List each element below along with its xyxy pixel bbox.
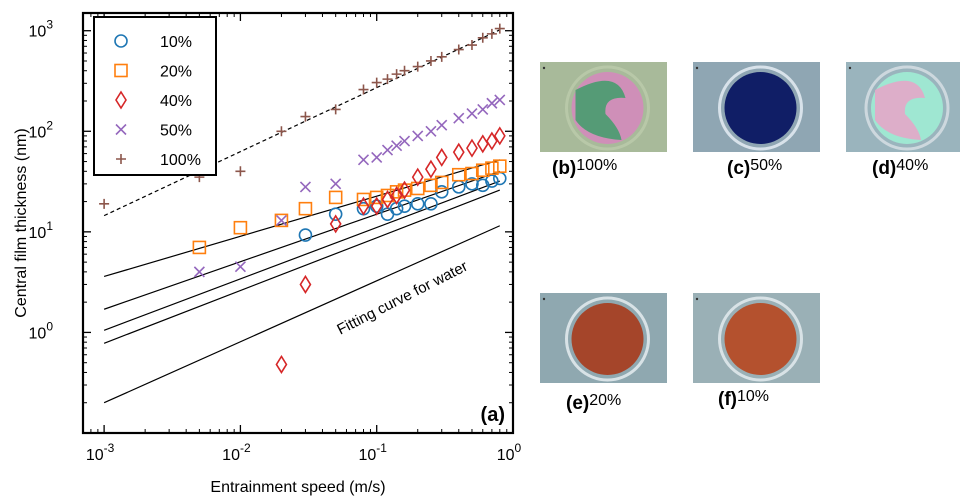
- image-panel-e: [540, 293, 667, 388]
- y-tick-label-2: 102: [29, 118, 54, 141]
- caption-d-letter: (d): [872, 158, 896, 179]
- panel-label: (a): [481, 404, 505, 426]
- legend-label-0: 10%: [160, 34, 192, 51]
- contact-disc: [725, 303, 797, 375]
- image-panel-b: [540, 62, 667, 157]
- data-point: [437, 120, 447, 130]
- legend-label-3: 50%: [160, 123, 192, 140]
- fit-line-4: [104, 190, 500, 343]
- data-point: [330, 208, 342, 220]
- data-point: [478, 33, 488, 43]
- y-tick-label-1: 101: [29, 219, 54, 242]
- data-point: [495, 24, 505, 34]
- data-point: [413, 62, 423, 72]
- data-point: [454, 45, 464, 55]
- interference-image-d: [846, 62, 960, 152]
- data-point: [234, 222, 246, 234]
- legend-label-4: 100%: [160, 152, 201, 169]
- data-point: [413, 131, 423, 141]
- image-panel-d: [846, 62, 960, 157]
- image-panel-f: [693, 293, 820, 388]
- caption-f-label: 10%: [737, 388, 769, 405]
- caption-c-letter: (c): [727, 158, 750, 179]
- data-point: [467, 140, 477, 156]
- x-tick-label-3: 100: [497, 441, 522, 464]
- caption-f-letter: (f): [718, 389, 737, 410]
- corner-mark: [849, 67, 851, 69]
- data-point: [276, 356, 286, 372]
- fit-line-5: [104, 226, 500, 403]
- data-point: [478, 136, 488, 152]
- data-point: [300, 182, 310, 192]
- x-tick-label-1: 10-2: [222, 441, 251, 464]
- caption-e: (e)20%: [566, 392, 621, 415]
- data-point: [194, 267, 204, 277]
- data-point: [426, 56, 436, 66]
- x-axis-label: Entrainment speed (m/s): [210, 479, 385, 496]
- series-40pct: [276, 128, 504, 373]
- data-point: [426, 126, 436, 136]
- data-point: [300, 276, 310, 292]
- contact-disc: [572, 303, 644, 375]
- data-point: [487, 29, 497, 39]
- data-point: [467, 109, 477, 119]
- caption-c-label: 50%: [750, 157, 782, 174]
- film-thickness-chart: 10-3 10-2 10-1 100 100 101 102 103 Entrainment s…: [0, 0, 530, 497]
- data-point: [358, 85, 368, 95]
- interference-image-f: [693, 293, 820, 383]
- data-point: [372, 152, 382, 162]
- data-point: [425, 198, 437, 210]
- contact-disc: [725, 72, 797, 144]
- data-point: [454, 113, 464, 123]
- data-point: [235, 166, 245, 176]
- data-point: [99, 199, 109, 209]
- caption-d-label: 40%: [896, 157, 928, 174]
- corner-mark: [696, 67, 698, 69]
- legend-label-1: 20%: [160, 64, 192, 81]
- legend: 10% 20% 40% 50% 100%: [94, 17, 216, 175]
- caption-d: (d)40%: [872, 157, 928, 180]
- caption-b-letter: (b): [552, 158, 576, 179]
- corner-mark: [696, 298, 698, 300]
- interference-image-e: [540, 293, 667, 383]
- interference-image-c: [693, 62, 820, 152]
- data-point: [437, 52, 447, 62]
- interference-image-b: [540, 62, 667, 152]
- data-point: [382, 145, 392, 155]
- fit-line-1: [104, 160, 500, 277]
- chart-plot-area: 10-3 10-2 10-1 100 100 101 102 103 Entrainment s…: [13, 13, 522, 496]
- y-tick-label-3: 103: [29, 18, 54, 41]
- caption-f: (f)10%: [718, 388, 769, 411]
- y-axis-label: Central film thickness (nm): [13, 128, 30, 317]
- data-point: [426, 161, 436, 177]
- x-tick-label-2: 10-1: [358, 441, 387, 464]
- caption-c: (c)50%: [727, 157, 782, 180]
- data-point: [467, 40, 477, 50]
- legend-label-2: 40%: [160, 93, 192, 110]
- caption-e-label: 20%: [589, 392, 621, 409]
- caption-e-letter: (e): [566, 393, 589, 414]
- data-point: [454, 144, 464, 160]
- x-tick-label-0: 10-3: [86, 441, 115, 464]
- data-point: [437, 149, 447, 165]
- data-point: [276, 126, 286, 136]
- data-point: [330, 191, 342, 203]
- data-point: [478, 104, 488, 114]
- data-point: [358, 155, 368, 165]
- caption-b: (b)100%: [552, 157, 617, 180]
- data-point: [382, 74, 392, 84]
- data-point: [299, 203, 311, 215]
- corner-mark: [543, 298, 545, 300]
- y-tick-label-0: 100: [29, 319, 54, 342]
- corner-mark: [543, 67, 545, 69]
- data-point: [235, 262, 245, 272]
- data-point: [331, 179, 341, 189]
- image-panel-c: [693, 62, 820, 157]
- caption-b-label: 100%: [576, 157, 617, 174]
